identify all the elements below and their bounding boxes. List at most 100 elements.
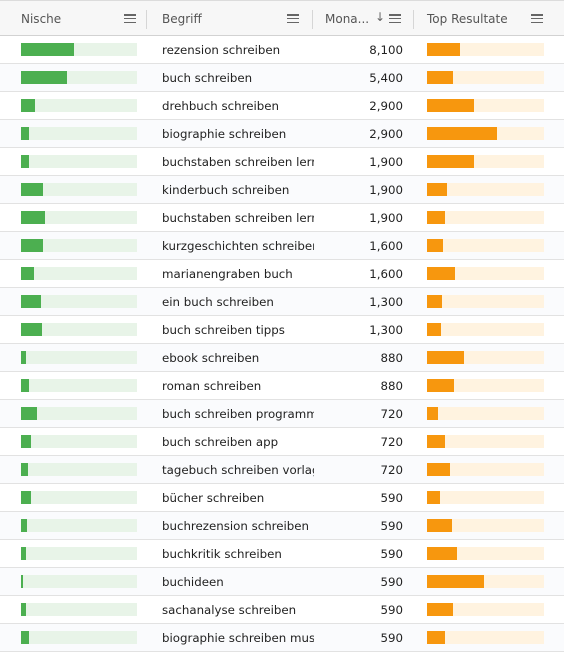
monthly-volume: 5,400 (369, 71, 403, 85)
column-header-volume[interactable]: Mona... ↓ (313, 1, 413, 36)
top-results-bar (427, 407, 544, 420)
table-row[interactable]: biographie schreiben 2,900 (0, 120, 564, 148)
niche-score-fill (21, 491, 31, 504)
keyword-term: ebook schreiben (162, 351, 260, 365)
niche-score-bar (21, 435, 137, 448)
niche-score-fill (21, 435, 31, 448)
monthly-volume: 1,600 (369, 267, 403, 281)
table-row[interactable]: roman schreiben 880 (0, 372, 564, 400)
table-row[interactable]: buchstaben schreiben lernen 1,900 (0, 204, 564, 232)
niche-score-bar (21, 155, 137, 168)
table-row[interactable]: kurzgeschichten schreiben 1,600 (0, 232, 564, 260)
table-row[interactable]: buchrezension schreiben 590 (0, 512, 564, 540)
monthly-volume: 8,100 (369, 43, 403, 57)
column-separator[interactable] (146, 10, 147, 29)
top-results-bar (427, 155, 544, 168)
table-row[interactable]: ebook schreiben 880 (0, 344, 564, 372)
top-results-bar (427, 239, 544, 252)
sort-down-icon[interactable]: ↓ (375, 10, 386, 24)
niche-score-fill (21, 267, 34, 280)
monthly-volume: 590 (380, 631, 403, 645)
top-results-fill (427, 351, 464, 364)
niche-score-fill (21, 155, 29, 168)
niche-score-fill (21, 43, 74, 56)
top-results-bar (427, 295, 544, 308)
keyword-term: biographie schreiben (162, 127, 287, 141)
menu-icon[interactable] (287, 14, 299, 24)
keyword-term: buchrezension schreiben (162, 519, 310, 533)
top-results-fill (427, 379, 454, 392)
niche-score-bar (21, 351, 137, 364)
table-row[interactable]: ein buch schreiben 1,300 (0, 288, 564, 316)
keyword-term: biographie schreiben muster (162, 631, 314, 645)
table-row[interactable]: rezension schreiben 8,100 (0, 36, 564, 64)
table-row[interactable]: buch schreiben app 720 (0, 428, 564, 456)
top-results-fill (427, 155, 474, 168)
monthly-volume: 1,900 (369, 155, 403, 169)
keyword-term: buch schreiben app (162, 435, 279, 449)
niche-score-bar (21, 379, 137, 392)
niche-score-fill (21, 71, 67, 84)
top-results-bar (427, 99, 544, 112)
column-label-top-results: Top Resultate (427, 11, 508, 26)
monthly-volume: 590 (380, 491, 403, 505)
top-results-fill (427, 491, 440, 504)
top-results-bar (427, 43, 544, 56)
top-results-fill (427, 43, 460, 56)
top-results-bar (427, 127, 544, 140)
keyword-term: buch schreiben (162, 71, 253, 85)
niche-score-fill (21, 239, 43, 252)
monthly-volume: 720 (380, 463, 403, 477)
keyword-term: tagebuch schreiben vorlage (162, 463, 314, 477)
top-results-bar (427, 379, 544, 392)
monthly-volume: 2,900 (369, 99, 403, 113)
top-results-bar (427, 351, 544, 364)
top-results-fill (427, 631, 445, 644)
table-row[interactable]: sachanalyse schreiben 590 (0, 596, 564, 624)
keyword-term: buchstaben schreiben lernen (162, 155, 314, 169)
monthly-volume: 720 (380, 407, 403, 421)
keyword-term: buch schreiben tipps (162, 323, 285, 337)
table-row[interactable]: buch schreiben tipps 1,300 (0, 316, 564, 344)
top-results-bar (427, 491, 544, 504)
keyword-term: bücher schreiben (162, 491, 265, 505)
niche-score-bar (21, 323, 137, 336)
table-row[interactable]: biographie schreiben muster 590 (0, 624, 564, 652)
menu-icon[interactable] (389, 14, 401, 24)
table-row[interactable]: buchstaben schreiben lernen 1,900 (0, 148, 564, 176)
top-results-fill (427, 127, 497, 140)
top-results-bar (427, 519, 544, 532)
niche-score-fill (21, 547, 26, 560)
column-separator[interactable] (312, 10, 313, 29)
table-row[interactable]: drehbuch schreiben 2,900 (0, 92, 564, 120)
niche-score-fill (21, 211, 45, 224)
niche-score-bar (21, 519, 137, 532)
column-header-top-results[interactable]: Top Resultate (414, 1, 564, 36)
table-row[interactable]: tagebuch schreiben vorlage 720 (0, 456, 564, 484)
niche-score-fill (21, 631, 29, 644)
keyword-term: buchstaben schreiben lernen (162, 211, 314, 225)
niche-score-fill (21, 519, 27, 532)
table-row[interactable]: bücher schreiben 590 (0, 484, 564, 512)
table-row[interactable]: buchkritik schreiben 590 (0, 540, 564, 568)
column-separator[interactable] (413, 10, 414, 29)
keyword-term: kinderbuch schreiben (162, 183, 290, 197)
niche-score-bar (21, 295, 137, 308)
keyword-term: drehbuch schreiben (162, 99, 279, 113)
niche-score-bar (21, 547, 137, 560)
keyword-term: ein buch schreiben (162, 295, 274, 309)
menu-icon[interactable] (531, 14, 543, 24)
niche-score-bar (21, 211, 137, 224)
table-row[interactable]: buch schreiben 5,400 (0, 64, 564, 92)
table-row[interactable]: buch schreiben programm 720 (0, 400, 564, 428)
table-row[interactable]: buchideen 590 (0, 568, 564, 596)
niche-score-fill (21, 379, 29, 392)
table-row[interactable]: marianengraben buch 1,600 (0, 260, 564, 288)
keyword-term: marianengraben buch (162, 267, 293, 281)
menu-icon[interactable] (124, 14, 136, 24)
column-header-term[interactable]: Begriff (147, 1, 312, 36)
niche-score-bar (21, 491, 137, 504)
niche-score-bar (21, 43, 137, 56)
table-row[interactable]: kinderbuch schreiben 1,900 (0, 176, 564, 204)
column-header-niche[interactable]: Nische (0, 1, 146, 36)
